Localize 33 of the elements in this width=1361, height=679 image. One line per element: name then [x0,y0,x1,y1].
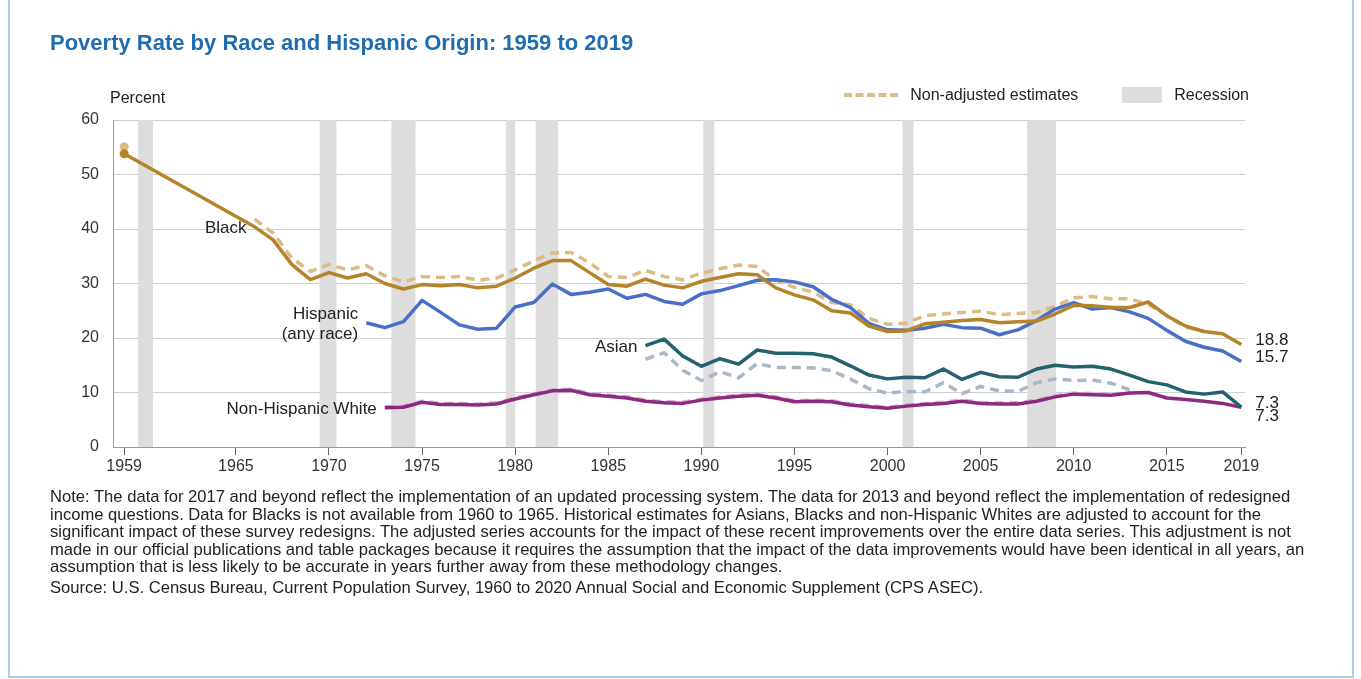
x-tick-label: 1990 [683,457,720,475]
legend-label: Recession [1174,86,1249,104]
chart-title: Poverty Rate by Race and Hispanic Origin: 1959 to 2019 [50,30,634,56]
y-tick-label: 50 [81,164,100,182]
y-tick-label: 0 [90,437,100,455]
data-label: 15.7 [1255,347,1289,367]
y-tick-label: 60 [81,110,100,128]
y-tick-label: 30 [81,273,100,291]
y-tick-label: 40 [81,219,100,237]
x-tick-label: 1959 [106,457,143,475]
x-tick-label: 1975 [404,457,440,475]
x-tick-label: 2000 [869,457,906,475]
x-tick-label: 1965 [218,457,254,475]
text: Note: The data for 2017 and beyond reflect the implementation of an updated processing system. The data for 2013 and beyond reflect the implementation of redesigned income questions. Data for Blacks is not available from 1960 to 1965. Historical estimates for Asians, Blacks and non-Hispanic Whites are adjusted to account for the significant impact of these survey redesigns. The adjusted series accounts for the impact of these recent improvements over the entire data series. This adjustment is not made in our official publications and table packages because it requires the assumption that the impact of the data improvements would have been identical in all years, an assumption that is less likely to be accurate in years further away from these methodology changes. [50,487,1306,576]
x-tick-label: 1980 [497,457,534,475]
y-tick-label: 10 [81,382,100,400]
x-tick-label: 1995 [776,457,813,475]
x-tick-label: 1970 [311,457,347,475]
series-label: Asian [594,336,638,356]
data-label: 18.8 [1255,330,1289,350]
series-label: Hispanic (any race) [281,303,359,343]
x-tick-label: 2010 [1055,457,1092,475]
x-tick-label: 2019 [1223,457,1260,475]
legend-label: Non-adjusted estimates [910,86,1079,104]
x-tick-label: 2015 [1149,457,1185,475]
x-tick-label: 1985 [590,457,627,475]
line-series [643,350,1132,396]
series-label: Non-Hispanic White [226,398,377,418]
y-axis-title: Percent [110,89,166,107]
y-tick-label: 20 [81,328,100,346]
source-note: Source: U.S. Census Bureau, Current Population Survey, 1960 to 2020 Annual Social and Economic Supplement (CPS ASEC). [50,577,985,597]
x-tick-label: 2005 [962,457,999,475]
series-label: Black [204,217,247,237]
